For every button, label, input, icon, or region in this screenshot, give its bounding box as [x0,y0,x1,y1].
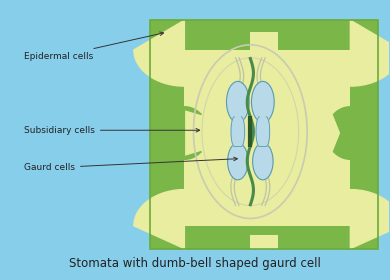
Polygon shape [134,190,184,249]
Bar [150,20,184,249]
Bar [150,20,378,50]
Polygon shape [161,107,201,159]
Ellipse shape [228,143,248,180]
Text: Stomata with dumb-bell shaped gaurd cell: Stomata with dumb-bell shaped gaurd cell [69,256,321,270]
Polygon shape [134,20,184,86]
Bar [250,32,278,50]
Text: Subsidiary cells: Subsidiary cells [24,126,200,135]
Bar [150,20,378,249]
Bar [184,50,350,226]
Bar [150,20,378,249]
Bar [250,235,278,249]
Polygon shape [256,117,269,146]
Text: Epidermal cells: Epidermal cells [24,32,163,61]
Bar [350,20,378,249]
Text: Gaurd cells: Gaurd cells [24,157,238,172]
Polygon shape [350,20,390,86]
Ellipse shape [252,81,274,123]
Polygon shape [231,117,245,146]
Ellipse shape [253,143,273,180]
Ellipse shape [227,81,249,123]
Bar [150,226,378,249]
Polygon shape [350,190,390,249]
Polygon shape [333,107,374,159]
